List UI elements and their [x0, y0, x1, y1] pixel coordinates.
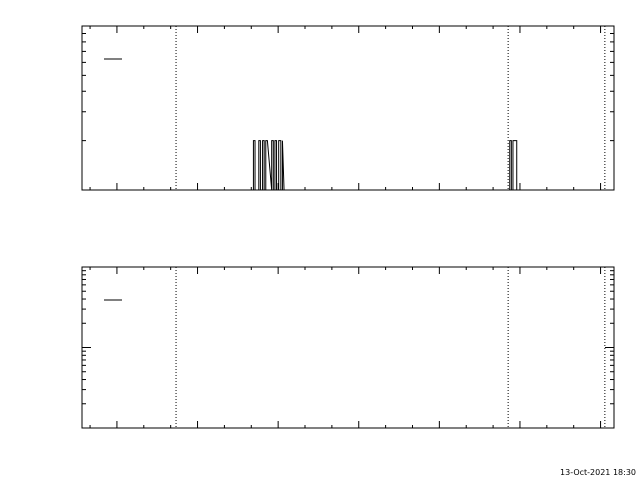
generation-timestamp: 13-Oct-2021 18:30: [560, 468, 636, 477]
plot-frame: [81, 25, 615, 191]
plot-frame: [81, 266, 615, 429]
lo-channel-panel: [81, 25, 615, 191]
hi-channel-panel: [81, 266, 615, 429]
series-line: [251, 140, 519, 191]
